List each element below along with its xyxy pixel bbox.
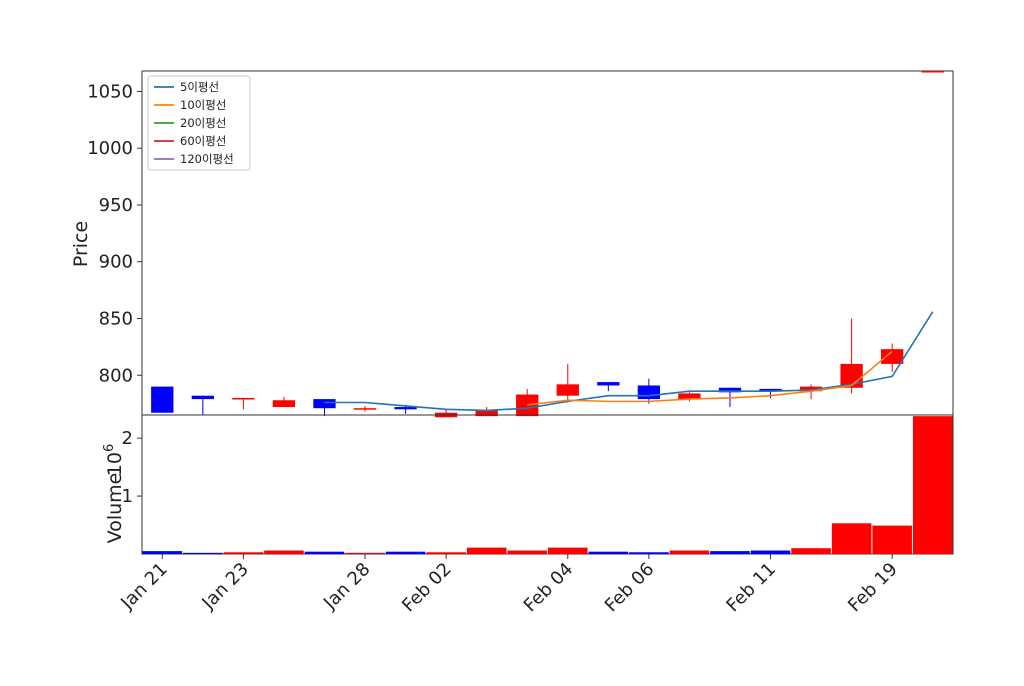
candle-body bbox=[475, 410, 498, 417]
candle-body bbox=[556, 384, 579, 396]
volume-bar bbox=[831, 523, 872, 554]
x-tick-label: Jan 23 bbox=[197, 559, 252, 614]
volume-bar bbox=[183, 552, 223, 554]
x-tick-label: Jan 28 bbox=[319, 559, 374, 614]
price-axis-label: Price bbox=[70, 221, 92, 267]
volume-bar bbox=[304, 551, 345, 554]
volume-bar bbox=[548, 547, 588, 554]
x-tick-label: Feb 04 bbox=[520, 559, 578, 617]
x-tick-label: Feb 11 bbox=[722, 559, 780, 617]
volume-bar bbox=[345, 552, 385, 554]
price-tick-label: 950 bbox=[99, 195, 133, 216]
volume-bar bbox=[872, 525, 912, 554]
volume-bar bbox=[750, 550, 791, 554]
volume-bar bbox=[710, 551, 750, 554]
legend-label: 10이평선 bbox=[180, 98, 226, 112]
x-tick-label: Jan 21 bbox=[116, 559, 171, 614]
volume-bar bbox=[426, 552, 466, 554]
candle-body bbox=[597, 382, 620, 386]
candle-body bbox=[313, 399, 336, 409]
x-axis: Jan 21 Jan 23 Jan 28 Feb 02 Feb 04 Feb 06 Feb … bbox=[116, 554, 902, 617]
candle-body bbox=[799, 386, 823, 392]
candle-body bbox=[637, 385, 661, 400]
volume-bar bbox=[385, 551, 426, 554]
moving-average-line bbox=[527, 350, 893, 406]
volume-bar bbox=[264, 550, 304, 554]
volume-axis-label: Volume bbox=[104, 473, 126, 544]
price-tick-label: 1000 bbox=[87, 138, 133, 159]
x-tick-label: Feb 06 bbox=[601, 559, 659, 617]
volume-bar bbox=[588, 551, 629, 554]
candle-body bbox=[516, 394, 539, 417]
legend-label: 5이평선 bbox=[180, 80, 219, 94]
price-plot-frame bbox=[141, 70, 954, 416]
volume-tick-label: 2 bbox=[122, 428, 133, 449]
volume-bar bbox=[791, 548, 831, 554]
volume-tick-label: 1 bbox=[122, 486, 133, 507]
legend-label: 60이평선 bbox=[180, 134, 226, 148]
legend-label: 120이평선 bbox=[180, 152, 234, 166]
candle-body bbox=[272, 400, 296, 408]
candle-body bbox=[353, 408, 377, 410]
candle-body bbox=[191, 395, 214, 400]
volume-plot-frame bbox=[141, 414, 954, 555]
volume-panel: 12 bbox=[122, 414, 954, 555]
volume-bar bbox=[629, 552, 669, 554]
volume-bar bbox=[669, 550, 710, 554]
price-tick-label: 1050 bbox=[87, 81, 133, 102]
volume-bar bbox=[223, 552, 264, 554]
candle-body bbox=[881, 349, 904, 364]
volume-bar bbox=[466, 547, 507, 554]
price-tick-label: 900 bbox=[99, 252, 133, 273]
volume-bar bbox=[142, 551, 183, 554]
candle-body bbox=[151, 386, 174, 413]
volume-bar bbox=[507, 550, 547, 554]
x-tick-label: Feb 02 bbox=[398, 559, 456, 617]
candle-body bbox=[718, 387, 742, 393]
candle-body bbox=[921, 71, 944, 73]
price-panel: 800 850 900 950 1000 1050 bbox=[87, 70, 954, 418]
volume-bar bbox=[912, 416, 953, 554]
legend-label: 20이평선 bbox=[180, 116, 226, 130]
legend-box bbox=[147, 75, 251, 171]
candle-body bbox=[232, 397, 255, 400]
candle-body bbox=[759, 388, 782, 392]
x-tick-label: Feb 19 bbox=[844, 559, 902, 617]
price-tick-label: 800 bbox=[99, 365, 133, 386]
moving-average-line bbox=[324, 311, 934, 412]
price-tick-label: 850 bbox=[99, 308, 133, 329]
volume-exponent-label: 106 bbox=[102, 444, 126, 476]
candle-body bbox=[678, 393, 701, 400]
legend: 5이평선 10이평선 20이평선 60이평선 120이평선 bbox=[147, 75, 251, 171]
candle-body bbox=[394, 407, 417, 410]
